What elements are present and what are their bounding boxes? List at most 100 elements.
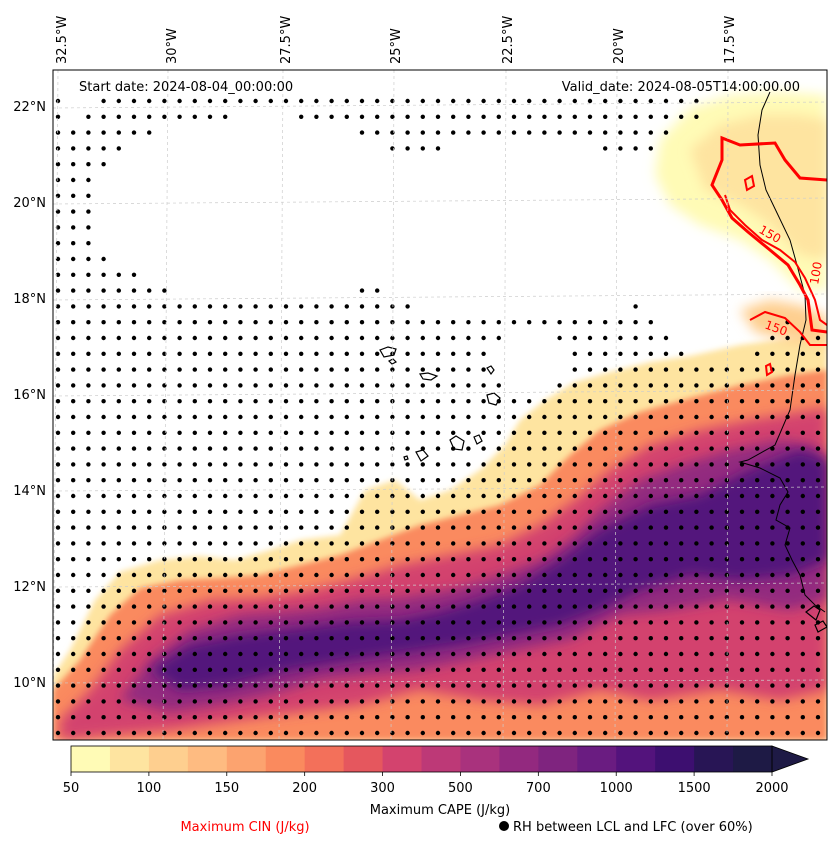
rh-dot (131, 572, 137, 578)
rh-dot (511, 525, 517, 530)
rh-dot (71, 446, 76, 451)
rh-dot (177, 541, 182, 546)
rh-dot (709, 446, 714, 451)
rh-dot (390, 541, 395, 546)
rh-dot (405, 730, 410, 736)
rh-dot (86, 509, 91, 514)
rh-dot (435, 114, 441, 120)
rh-dot (253, 715, 258, 720)
rh-dot (177, 462, 182, 467)
rh-dot (253, 320, 258, 325)
rh-dot (679, 667, 684, 672)
cin-contour-100 (724, 194, 827, 326)
rh-dot (603, 130, 608, 135)
rh-dot (603, 383, 608, 388)
rh-dot (223, 525, 228, 530)
rh-dot (147, 509, 152, 514)
rh-dot (238, 620, 243, 625)
rh-dot (496, 320, 501, 325)
rh-dot (511, 98, 517, 104)
rh-dot (739, 478, 745, 483)
cin-contour-50 (749, 310, 827, 346)
rh-dot (663, 98, 669, 104)
rh-dot (724, 604, 729, 609)
rh-dot (390, 620, 395, 625)
rh-dot (283, 588, 289, 593)
rh-dot (633, 715, 638, 720)
rh-dot (603, 620, 608, 625)
rh-dot (86, 367, 91, 372)
rh-dot (131, 588, 137, 593)
rh-dot (496, 604, 501, 609)
rh-dot (496, 636, 501, 641)
rh-dot (375, 683, 380, 688)
rh-dot (299, 541, 304, 546)
rh-dot (86, 399, 91, 404)
rh-dot (131, 288, 137, 293)
rh-dot (587, 335, 593, 341)
rh-dot (116, 636, 122, 641)
rh-dot (375, 114, 380, 120)
lon-label: 30°W (165, 28, 180, 64)
rh-dot (329, 304, 334, 309)
rh-dot (542, 493, 547, 499)
rh-dot (542, 557, 547, 562)
island (805, 605, 821, 621)
rh-dot (207, 651, 213, 657)
rh-dot (815, 572, 821, 578)
rh-dot (572, 588, 577, 593)
rh-dot (86, 130, 91, 135)
rh-dot (86, 715, 91, 720)
rh-dot (131, 367, 137, 372)
rh-dot (162, 98, 167, 104)
rh-dot (770, 525, 775, 530)
rh-dot (785, 383, 790, 388)
rh-dot (618, 478, 623, 483)
rh-dot (633, 399, 638, 404)
rh-dot (603, 636, 608, 641)
colorbar-tick-label: 500 (448, 781, 473, 796)
rh-dot (679, 478, 684, 483)
rh-dot (131, 430, 137, 435)
lat-label: 18°N (13, 292, 46, 307)
rh-dot (572, 683, 577, 688)
rh-dot (724, 588, 729, 593)
rh-dot (314, 493, 319, 499)
rh-dot (815, 667, 821, 672)
rh-dot (496, 572, 501, 578)
rh-dot (694, 525, 699, 530)
rh-dot (618, 651, 623, 657)
rh-dot (405, 604, 410, 609)
rh-dot (694, 462, 699, 467)
rh-dot (603, 114, 608, 120)
rh-dot (101, 509, 106, 514)
rh-dot (329, 383, 334, 388)
rh-dot (253, 335, 258, 341)
rh-dot (268, 730, 273, 736)
rh-dot (420, 525, 425, 530)
rh-dot (557, 493, 562, 499)
rh-dot (800, 367, 805, 372)
rh-dot (116, 130, 122, 135)
rh-dot (147, 383, 152, 388)
rh-dot (420, 146, 425, 151)
rh-dot (481, 620, 486, 625)
colorbar-cell (148, 746, 189, 772)
rh-dot (466, 667, 471, 672)
rh-dot (466, 651, 471, 657)
rh-dot (648, 525, 653, 530)
rh-dot (785, 730, 790, 736)
rh-dot (679, 493, 684, 499)
rh-dot (86, 209, 91, 214)
rh-dot (344, 493, 349, 499)
rh-dot (435, 399, 441, 404)
rh-dot (481, 493, 486, 499)
rh-dot (420, 509, 425, 514)
rh-dot (739, 446, 745, 451)
rh-dot (375, 383, 380, 388)
rh-dot (527, 572, 532, 578)
rh-dot (466, 98, 471, 104)
rh-dot (71, 525, 76, 530)
rh-dot (542, 509, 547, 514)
rh-dot (435, 557, 441, 562)
